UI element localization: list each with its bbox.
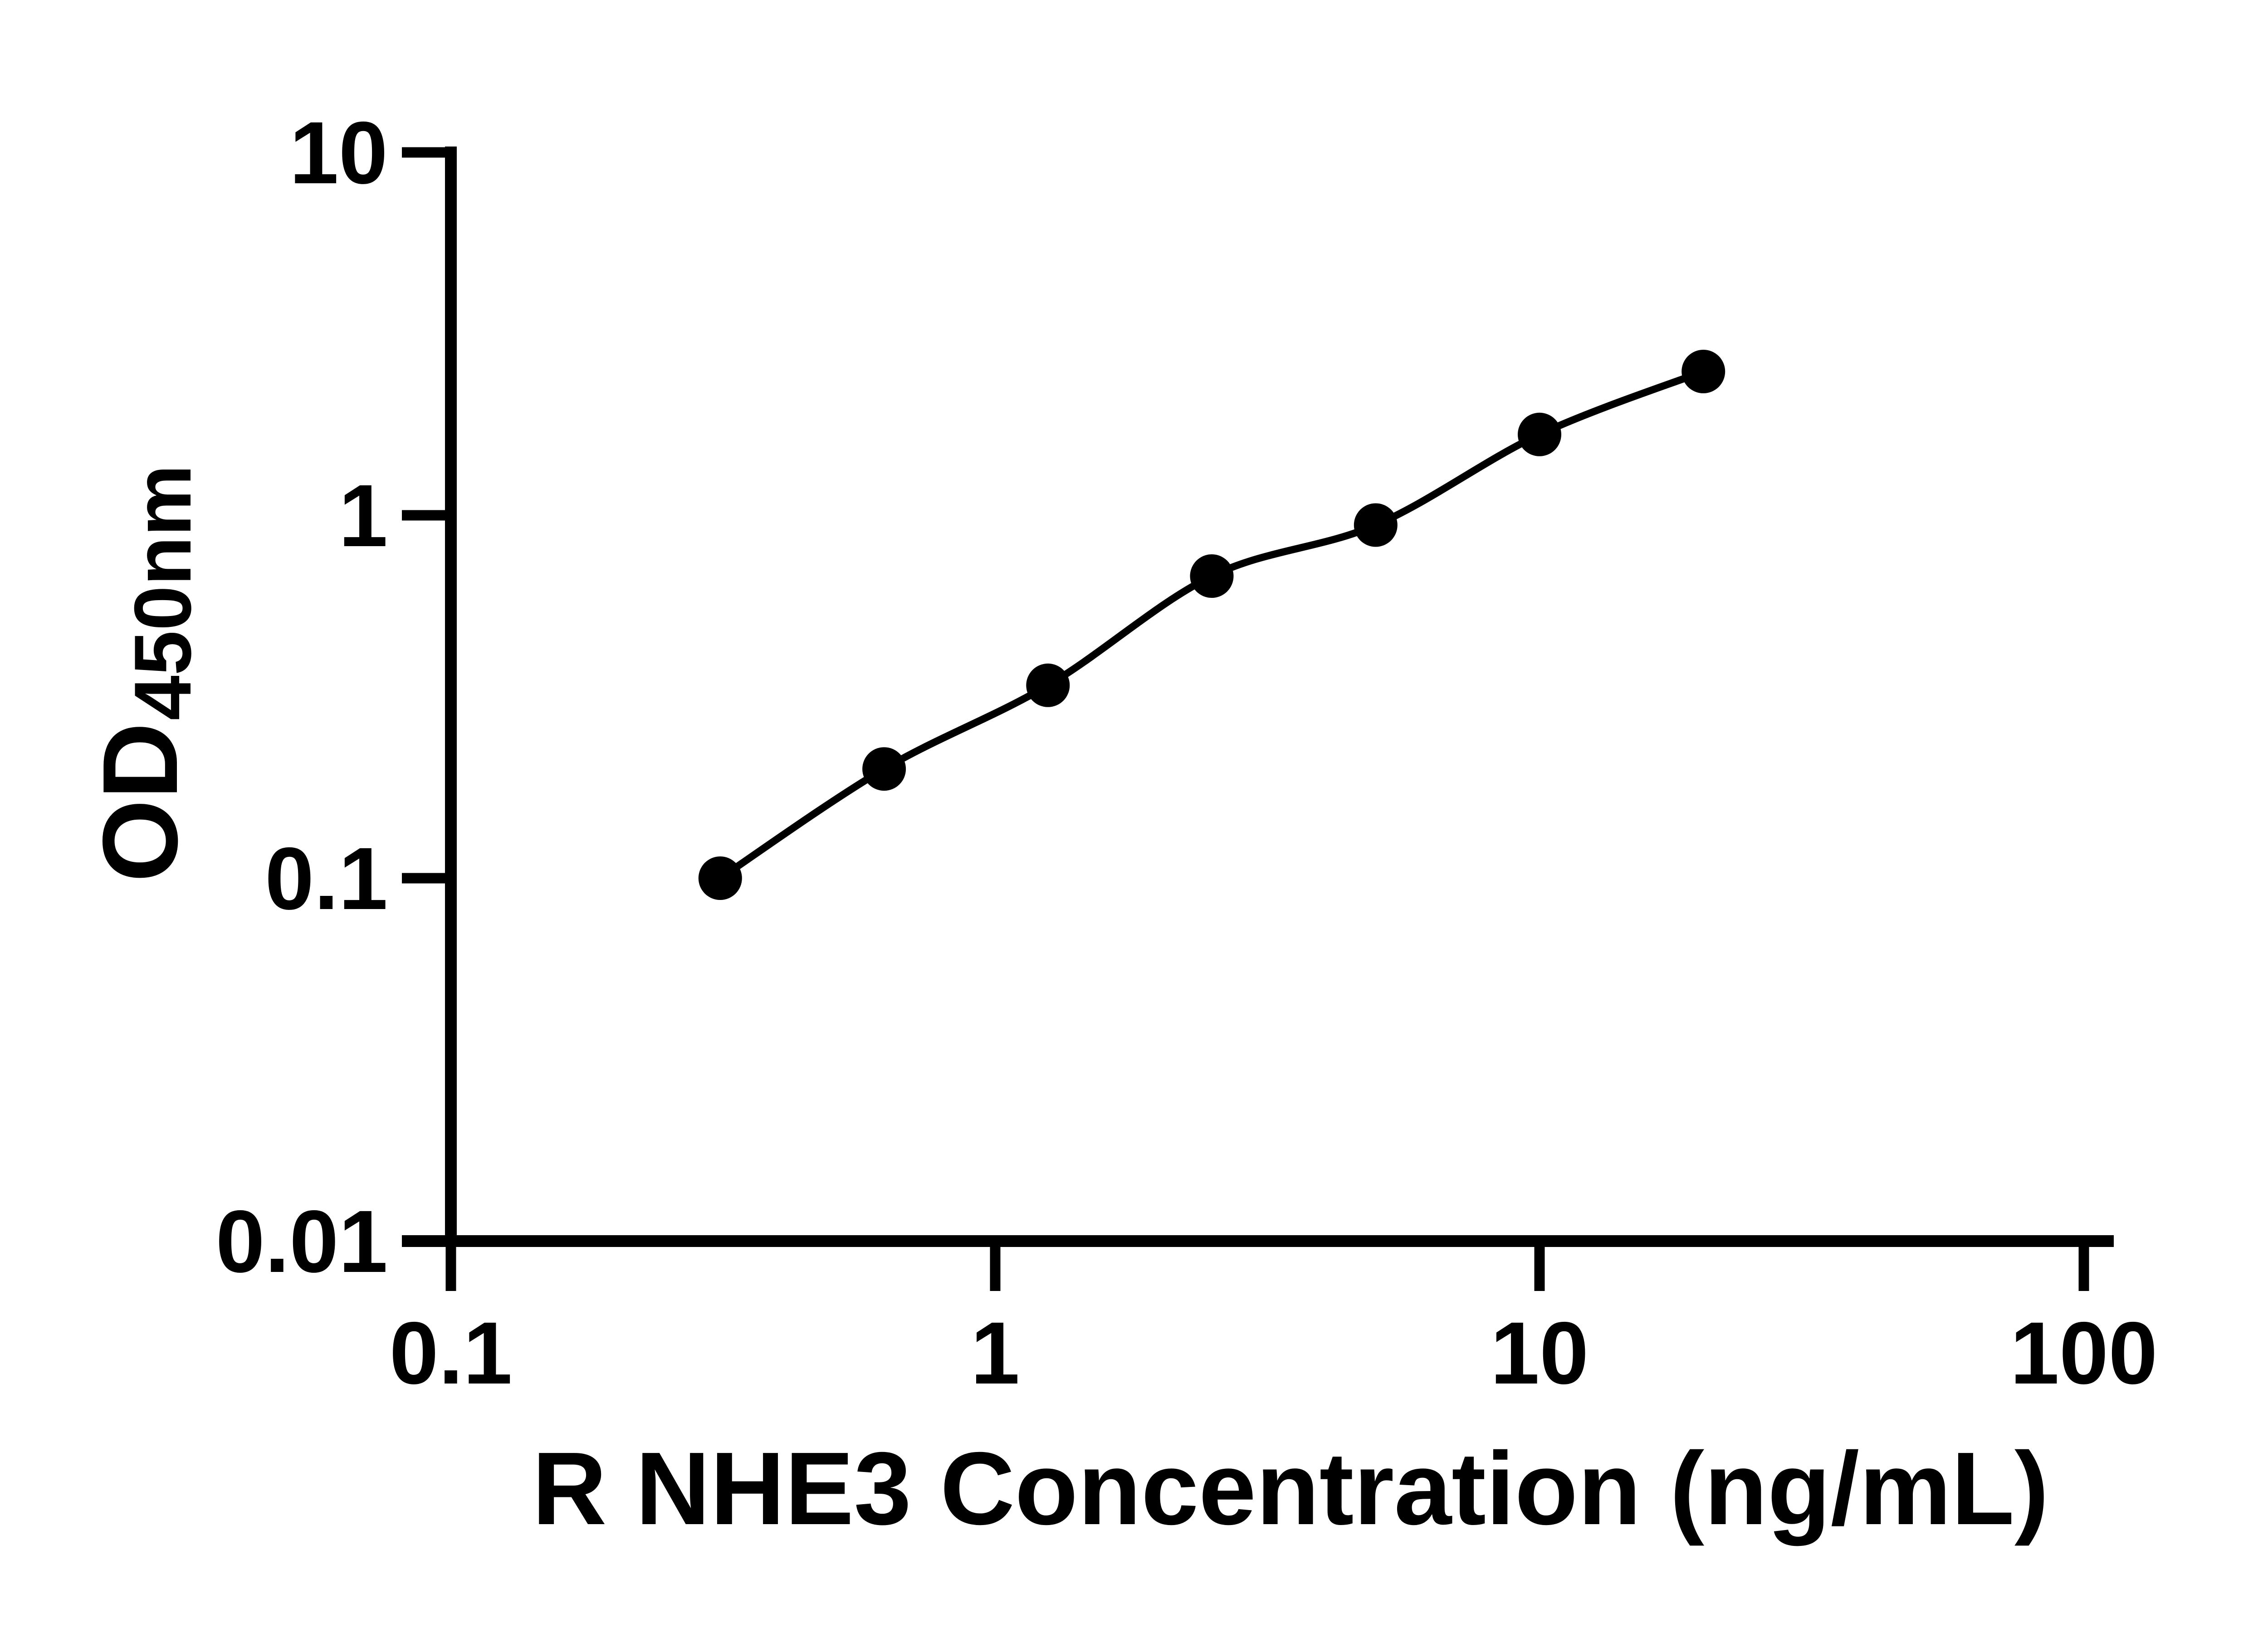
y-tick-label: 10 [289,103,388,202]
x-tick-label: 100 [2010,1304,2157,1403]
y-tick-label: 1 [339,466,388,565]
data-point [698,856,742,900]
data-point [1681,350,1725,393]
x-axis-ticks [445,1241,2089,1291]
data-points [698,350,1725,900]
y-tick-label: 0.1 [265,829,388,928]
axes [402,147,2114,1247]
y-axis-title: OD 450nm [80,464,208,882]
y-axis-title-subscript: 450nm [117,464,208,720]
x-tick-label: 1 [971,1304,1020,1403]
data-point [862,747,906,791]
x-tick-label: 0.1 [389,1304,512,1403]
y-axis-ticks [402,147,451,1247]
data-point [1518,412,1561,456]
data-point [1026,663,1070,707]
x-axis-tick-labels: 0.1 1 10 100 [389,1304,2157,1403]
y-tick-label: 0.01 [215,1192,388,1291]
x-tick-label: 10 [1491,1304,1589,1403]
data-point [1190,554,1234,598]
y-axis-title-main: OD [80,723,200,883]
y-axis-tick-labels: 0.01 0.1 1 10 [215,103,388,1291]
x-axis-title: R NHE3 Concentration (ng/mL) [532,1431,2049,1546]
data-point [1354,503,1398,547]
